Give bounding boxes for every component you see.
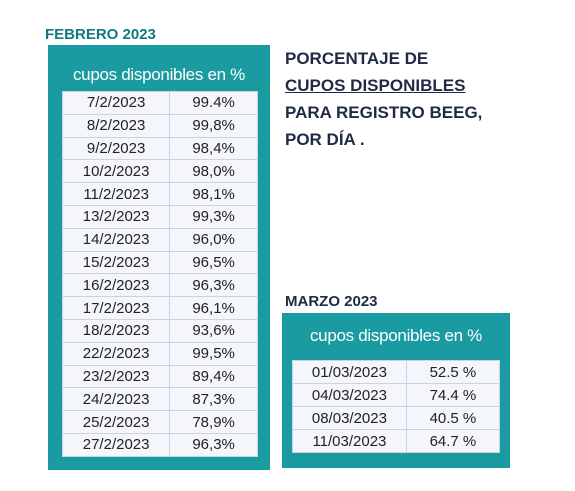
heading-line: PORCENTAJE DE xyxy=(285,49,429,68)
value-cell: 93,6% xyxy=(169,318,258,343)
date-cell: 11/03/2023 xyxy=(292,429,407,453)
value-cell: 98,4% xyxy=(169,136,258,161)
date-cell: 14/2/2023 xyxy=(61,227,171,252)
row: 24/2/2023 87,3% xyxy=(61,387,258,412)
date-cell: 10/2/2023 xyxy=(61,159,171,184)
value-cell: 99,8% xyxy=(169,113,258,138)
date-cell: 9/2/2023 xyxy=(61,136,171,161)
heading-line: CUPOS DISPONIBLES xyxy=(285,76,466,95)
value-cell: 87,3% xyxy=(169,387,258,412)
mar-table: 01/03/2023 52.5 % 04/03/2023 74.4 % 08/03/20… xyxy=(292,360,501,453)
heading-line: PARA REGISTRO BEEG, xyxy=(285,103,483,122)
heading: PORCENTAJE DE CUPOS DISPONIBLES PARA REG… xyxy=(285,45,482,153)
value-cell: 99,5% xyxy=(169,341,258,366)
value-cell: 98,1% xyxy=(169,182,258,206)
value-cell: 96,3% xyxy=(169,432,258,457)
row: 10/2/2023 98,0% xyxy=(61,159,258,184)
row: 04/03/2023 74.4 % xyxy=(292,383,501,407)
feb-title: FEBRERO 2023 xyxy=(45,26,156,43)
date-cell: 08/03/2023 xyxy=(292,406,407,430)
row: 11/2/2023 98,1% xyxy=(61,182,258,206)
row: 08/03/2023 40.5 % xyxy=(292,406,501,430)
date-cell: 16/2/2023 xyxy=(61,273,171,298)
value-cell: 64.7 % xyxy=(405,429,501,453)
date-cell: 11/2/2023 xyxy=(61,182,171,206)
row: 13/2/2023 99,3% xyxy=(61,204,258,229)
date-cell: 24/2/2023 xyxy=(61,387,171,412)
date-cell: 25/2/2023 xyxy=(61,410,171,434)
date-cell: 01/03/2023 xyxy=(292,360,407,384)
value-cell: 96,0% xyxy=(169,227,258,252)
row: 8/2/2023 99,8% xyxy=(61,113,258,138)
mar-panel: cupos disponibles en % 01/03/2023 52.5 % 0… xyxy=(282,313,510,468)
row: 18/2/2023 93,6% xyxy=(61,318,258,343)
date-cell: 27/2/2023 xyxy=(61,432,171,457)
date-cell: 13/2/2023 xyxy=(61,204,171,229)
feb-table: 7/2/2023 99.4% 8/2/2023 99,8% 9/2/2023 98,4% 1… xyxy=(61,91,258,457)
feb-panel: cupos disponibles en % 7/2/2023 99.4% 8/2/… xyxy=(48,45,270,470)
row: 23/2/2023 89,4% xyxy=(61,364,258,389)
mar-header: cupos disponibles en % xyxy=(309,326,483,345)
heading-line: POR DÍA . xyxy=(285,130,365,149)
row: 17/2/2023 96,1% xyxy=(61,296,258,320)
row: 16/2/2023 96,3% xyxy=(61,273,258,298)
row: 7/2/2023 99.4% xyxy=(61,91,258,115)
row: 01/03/2023 52.5 % xyxy=(292,360,501,384)
row: 27/2/2023 96,3% xyxy=(61,432,258,457)
date-cell: 04/03/2023 xyxy=(292,383,407,407)
value-cell: 52.5 % xyxy=(405,360,501,384)
value-cell: 96,3% xyxy=(169,273,258,298)
date-cell: 8/2/2023 xyxy=(61,113,171,138)
date-cell: 18/2/2023 xyxy=(61,318,171,343)
row: 25/2/2023 78,9% xyxy=(61,410,258,434)
row: 11/03/2023 64.7 % xyxy=(292,429,501,453)
value-cell: 74.4 % xyxy=(405,383,501,407)
value-cell: 99,3% xyxy=(169,204,258,229)
value-cell: 40.5 % xyxy=(405,406,501,430)
row: 22/2/2023 99,5% xyxy=(61,341,258,366)
feb-header: cupos disponibles en % xyxy=(72,65,246,84)
row: 15/2/2023 96,5% xyxy=(61,250,258,275)
row: 9/2/2023 98,4% xyxy=(61,136,258,161)
value-cell: 96,5% xyxy=(169,250,258,275)
value-cell: 78,9% xyxy=(169,410,258,434)
value-cell: 99.4% xyxy=(169,91,258,115)
value-cell: 98,0% xyxy=(169,159,258,184)
value-cell: 96,1% xyxy=(169,296,258,320)
date-cell: 17/2/2023 xyxy=(61,296,171,320)
row: 14/2/2023 96,0% xyxy=(61,227,258,252)
value-cell: 89,4% xyxy=(169,364,258,389)
date-cell: 23/2/2023 xyxy=(61,364,171,389)
date-cell: 15/2/2023 xyxy=(61,250,171,275)
date-cell: 22/2/2023 xyxy=(61,341,171,366)
date-cell: 7/2/2023 xyxy=(61,91,171,115)
mar-title: MARZO 2023 xyxy=(285,293,378,310)
